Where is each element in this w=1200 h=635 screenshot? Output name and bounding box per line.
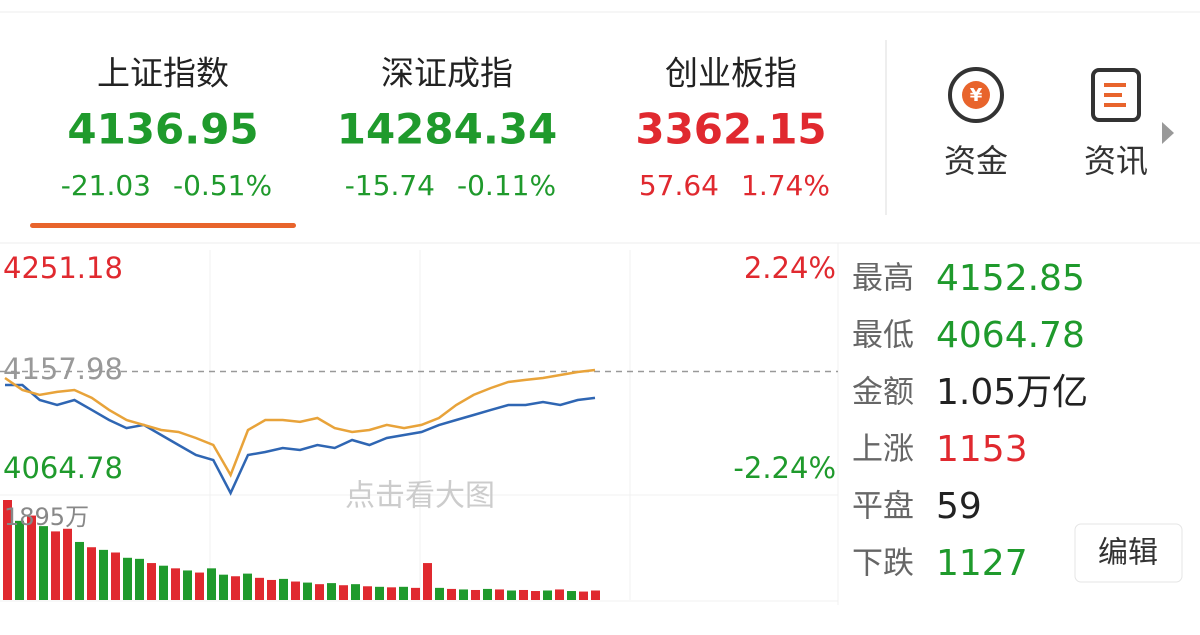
volume-bar (495, 589, 504, 600)
stat-label: 金额 (852, 375, 914, 411)
side-label[interactable]: 资讯 (1084, 142, 1148, 180)
volume-bar (147, 563, 156, 600)
volume-bar (579, 591, 588, 600)
stat-label: 平盘 (852, 489, 914, 525)
stat-value: 1127 (936, 543, 1028, 584)
volume-bar (327, 583, 336, 600)
volume-bar (159, 565, 168, 600)
volume-bar (15, 520, 24, 600)
stat-value: 59 (936, 486, 982, 527)
tab-name[interactable]: 上证指数 (97, 54, 229, 93)
side-label[interactable]: 资金 (944, 142, 1008, 180)
stat-label: 上涨 (852, 432, 914, 468)
volume-bar (111, 552, 120, 600)
volume-bar (339, 585, 348, 600)
volume-bar (219, 574, 228, 600)
volume-bar (459, 589, 468, 600)
tab-change: -21.03 (61, 169, 151, 202)
volume-bar (387, 587, 396, 600)
volume-bar (123, 557, 132, 600)
volume-bar (291, 581, 300, 600)
volume-bar (507, 590, 516, 600)
volume-bar (171, 568, 180, 600)
tab-price: 14284.34 (337, 105, 558, 154)
volume-bar (303, 582, 312, 600)
volume-bar (483, 588, 492, 600)
volume-bar (399, 586, 408, 600)
volume-bar (51, 531, 60, 600)
tab-pct: -0.11% (457, 169, 556, 202)
volume-bar (267, 579, 276, 600)
y2-tick-label: -2.24% (733, 451, 836, 485)
stat-value: 1153 (936, 429, 1028, 470)
volume-bar (435, 587, 444, 600)
news-icon[interactable] (1091, 68, 1141, 122)
volume-tick-label: 1895万 (4, 503, 89, 531)
price-line (4, 368, 596, 478)
volume-bar (591, 590, 600, 600)
tab-name[interactable]: 深证成指 (381, 54, 513, 93)
stat-value: 1.05万亿 (936, 372, 1088, 413)
volume-bar (519, 589, 528, 600)
volume-bar (207, 568, 216, 600)
volume-bar (279, 578, 288, 600)
y-tick-label: 4157.98 (3, 352, 123, 386)
volume-bar (411, 587, 420, 600)
volume-bar (363, 586, 372, 600)
y-tick-label: 4064.78 (3, 451, 123, 485)
stat-value: 4064.78 (936, 315, 1085, 356)
volume-bar (351, 584, 360, 600)
volume-bar (423, 563, 432, 600)
stat-label: 最低 (852, 318, 914, 354)
volume-bar (555, 589, 564, 600)
volume-bar (87, 547, 96, 600)
tab-name[interactable]: 创业板指 (665, 54, 797, 93)
volume-bar (447, 588, 456, 600)
svg-text:¥: ¥ (970, 85, 983, 106)
volume-bar (315, 584, 324, 600)
active-underline (30, 223, 296, 228)
stat-label: 最高 (852, 261, 914, 297)
chart-frame (0, 243, 839, 605)
volume-bar (39, 526, 48, 600)
tab-price: 4136.95 (67, 105, 258, 154)
volume-bar (255, 577, 264, 600)
tab-change: 57.64 (639, 169, 719, 202)
tab-price: 3362.15 (635, 105, 826, 154)
volume-bar (63, 528, 72, 600)
volume-bar (375, 586, 384, 600)
price-line (5, 383, 596, 496)
y2-tick-label: 2.24% (744, 251, 836, 285)
volume-bar (471, 589, 480, 600)
edit-label[interactable]: 编辑 (1098, 536, 1158, 571)
volume-bar (183, 570, 192, 600)
volume-bar (543, 590, 552, 600)
tab-pct: 1.74% (741, 169, 830, 202)
y-tick-label: 4251.18 (3, 251, 123, 285)
watermark: 点击看大图 (345, 479, 495, 514)
volume-bar (567, 591, 576, 600)
volume-bar (231, 576, 240, 600)
scroll-arrow[interactable] (1162, 122, 1174, 144)
tab-pct: -0.51% (173, 169, 272, 202)
fund-icon[interactable]: ¥ (948, 67, 1004, 123)
volume-bar (75, 541, 84, 600)
volume-bar (243, 573, 252, 600)
volume-bar (135, 558, 144, 600)
volume-bar (531, 591, 540, 600)
volume-bar (99, 549, 108, 600)
volume-bar (195, 572, 204, 600)
volume-bar (27, 515, 36, 600)
edit-button[interactable] (1074, 523, 1183, 583)
tab-change: -15.74 (345, 169, 435, 202)
stat-value: 4152.85 (936, 258, 1085, 299)
volume-bar (3, 500, 12, 600)
stat-label: 下跌 (852, 546, 914, 582)
